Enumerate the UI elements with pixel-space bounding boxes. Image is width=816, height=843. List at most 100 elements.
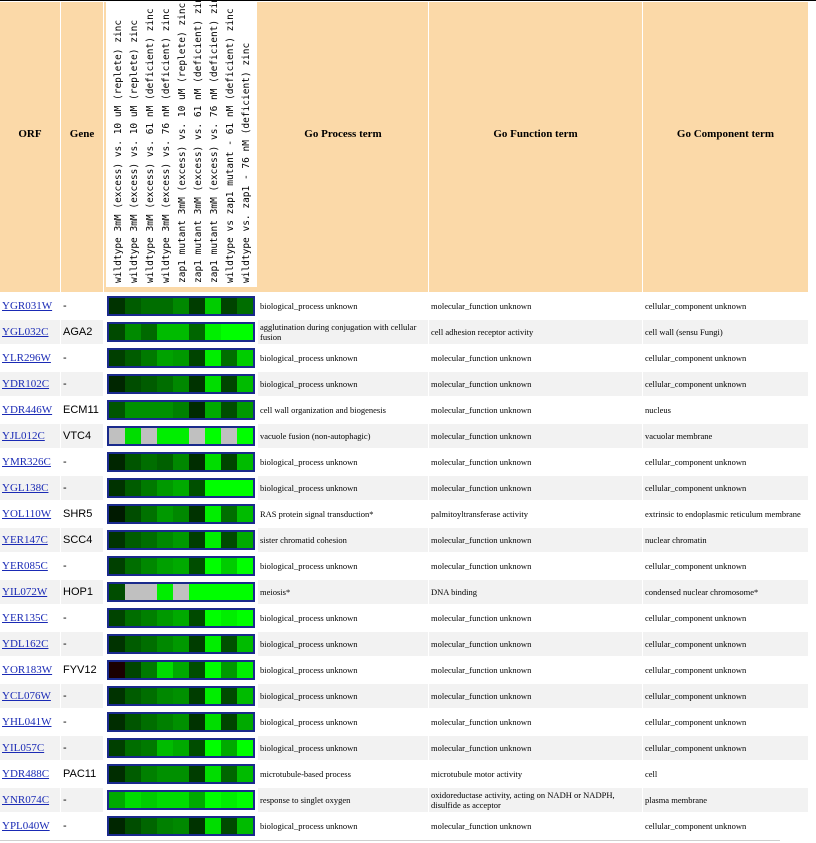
heatmap-cell xyxy=(221,688,237,704)
heatmap-cell xyxy=(157,558,173,574)
go-function-term: molecular_function unknown xyxy=(431,561,532,571)
orf-link[interactable]: YGL032C xyxy=(2,326,49,338)
heatmap-cell xyxy=(205,662,221,678)
heatmap-cell xyxy=(109,532,125,548)
heatmap-cell xyxy=(109,766,125,782)
orf-link[interactable]: YDR102C xyxy=(2,378,50,390)
heatmap-cell xyxy=(237,610,253,626)
heatmap-cell xyxy=(189,480,205,496)
go-component-term: cell wall (sensu Fungi) xyxy=(645,327,723,337)
heatmap-cell xyxy=(173,688,189,704)
heatmap-cell xyxy=(237,350,253,366)
heatmap-cell xyxy=(237,402,253,418)
heatmap-cell xyxy=(189,454,205,470)
orf-link[interactable]: YNR074C xyxy=(2,794,50,806)
heatmap-cell xyxy=(189,350,205,366)
heatmap-cell xyxy=(205,506,221,522)
orf-link[interactable]: YER135C xyxy=(2,612,48,624)
expression-heatmap xyxy=(107,634,255,654)
expression-heatmap xyxy=(107,816,255,836)
heatmap-cell xyxy=(109,688,125,704)
heatmap-cell xyxy=(237,532,253,548)
expression-heatmap xyxy=(107,478,255,498)
heatmap-cell xyxy=(189,376,205,392)
orf-cell: YIL057C xyxy=(0,736,60,760)
function-cell: molecular_function unknown xyxy=(429,684,642,708)
orf-link[interactable]: YOR183W xyxy=(2,664,53,676)
component-cell: cellular_component unknown xyxy=(643,658,808,682)
orf-link[interactable]: YDL162C xyxy=(2,638,49,650)
heatmap-cell xyxy=(221,740,237,756)
function-cell: molecular_function unknown xyxy=(429,398,642,422)
gene-name: - xyxy=(63,456,67,468)
heatmap-cell xyxy=(205,818,221,834)
experiment-label: wildtype 3mM (excess) vs. 61 nM (deficie… xyxy=(145,8,156,283)
go-function-term: molecular_function unknown xyxy=(431,483,532,493)
orf-link[interactable]: YHL041W xyxy=(2,716,52,728)
heatmap-cell xyxy=(125,480,141,496)
process-cell: biological_process unknown xyxy=(258,346,428,370)
process-cell: biological_process unknown xyxy=(258,294,428,318)
component-cell: extrinsic to endoplasmic reticulum membr… xyxy=(643,502,808,526)
heatmap-cell xyxy=(125,714,141,730)
process-cell: biological_process unknown xyxy=(258,710,428,734)
heatmap-cell xyxy=(109,376,125,392)
experiment-label: wildtype 3mM (excess) vs. 76 nM (deficie… xyxy=(161,8,172,283)
function-cell: molecular_function unknown xyxy=(429,424,642,448)
heatmap-cell xyxy=(189,792,205,808)
experiment-label: wildtype vs. zap1 - 76 nM (deficient) zi… xyxy=(241,42,252,283)
go-component-term: cellular_component unknown xyxy=(645,717,747,727)
component-cell: nucleus xyxy=(643,398,808,422)
orf-link[interactable]: YMR326C xyxy=(2,456,51,468)
heatmap-cell xyxy=(141,610,157,626)
orf-link[interactable]: YDR446W xyxy=(2,404,53,416)
go-component-term: cellular_component unknown xyxy=(645,639,747,649)
heatmap-cell xyxy=(221,402,237,418)
table-row: YHL041W - biological_process unknown mol… xyxy=(0,710,808,734)
orf-cell: YDR488C xyxy=(0,762,60,786)
heatmap-cell xyxy=(221,792,237,808)
go-component-term: extrinsic to endoplasmic reticulum membr… xyxy=(645,509,801,519)
heatmap-cell xyxy=(237,740,253,756)
process-cell: meiosis* xyxy=(258,580,428,604)
heatmap-cell xyxy=(157,480,173,496)
experiment-label: zap1 mutant 3mM (excess) vs. 61 nM (defi… xyxy=(193,0,204,283)
heatmap-cell xyxy=(205,428,221,444)
orf-link[interactable]: YIL072W xyxy=(2,586,48,598)
orf-link[interactable]: YPL040W xyxy=(2,820,50,832)
go-process-term: biological_process unknown xyxy=(260,717,358,727)
go-process-term: biological_process unknown xyxy=(260,743,358,753)
expression-heatmap xyxy=(107,296,255,316)
gene-name: - xyxy=(61,736,103,760)
function-cell: molecular_function unknown xyxy=(429,736,642,760)
heatmap-cell xyxy=(125,506,141,522)
heatmap-cell xyxy=(173,506,189,522)
process-cell: biological_process unknown xyxy=(258,372,428,396)
heatmap-cell xyxy=(109,584,125,600)
orf-link[interactable]: YGL138C xyxy=(2,482,49,494)
orf-link[interactable]: YER147C xyxy=(2,534,48,546)
orf-link[interactable]: YLR296W xyxy=(2,352,51,364)
heatmap-cell xyxy=(109,818,125,834)
component-cell: cell xyxy=(643,762,808,786)
go-process-term: microtubule-based process xyxy=(260,769,351,779)
orf-link[interactable]: YGR031W xyxy=(2,300,53,312)
orf-link[interactable]: YDR488C xyxy=(2,768,50,780)
go-process-term: RAS protein signal transduction* xyxy=(260,509,374,519)
gene-name: - xyxy=(63,716,67,728)
heatmap-cell xyxy=(189,324,205,340)
heatmap-cell xyxy=(189,636,205,652)
heatmap-cell xyxy=(237,818,253,834)
orf-link[interactable]: YOL110W xyxy=(2,508,52,520)
heatmap-cell xyxy=(125,350,141,366)
orf-link[interactable]: YIL057C xyxy=(2,742,45,754)
heatmap-cell xyxy=(205,532,221,548)
orf-link[interactable]: YCL076W xyxy=(2,690,51,702)
orf-link[interactable]: YJL012C xyxy=(2,430,45,442)
expression-heatmap xyxy=(107,322,255,342)
table-row: YIL057C - biological_process unknown mol… xyxy=(0,736,808,760)
table-row: YOR183W FYV12 biological_process unknown… xyxy=(0,658,808,682)
orf-link[interactable]: YER085C xyxy=(2,560,48,572)
heatmap-cell xyxy=(141,298,157,314)
heatmap-cell xyxy=(221,428,237,444)
